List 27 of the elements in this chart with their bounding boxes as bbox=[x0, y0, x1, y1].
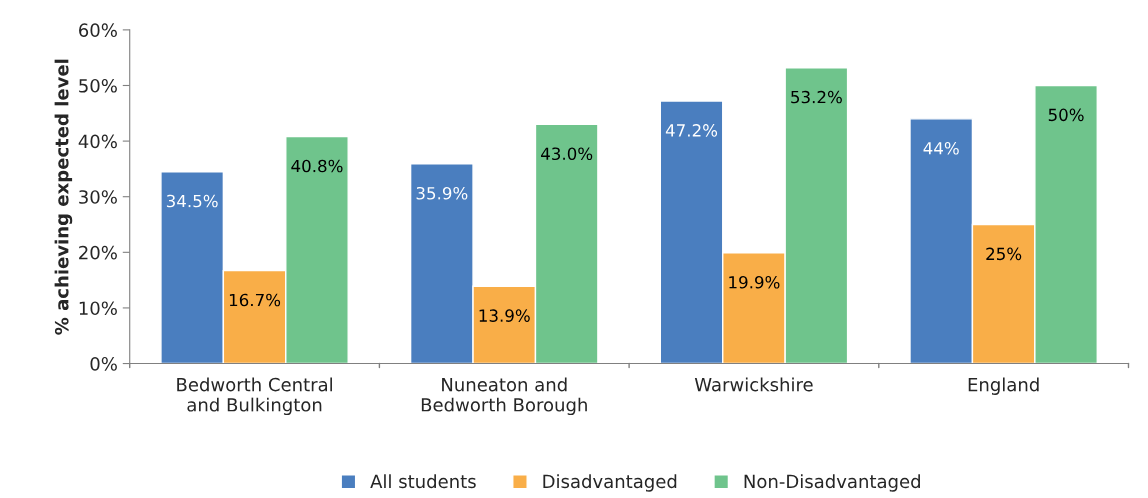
data-label: 50% bbox=[1048, 108, 1084, 122]
y-tick-label: 0% bbox=[90, 357, 117, 371]
y-tick-label: 60% bbox=[79, 23, 117, 37]
data-label: 53.2% bbox=[791, 90, 842, 104]
legend-label: Disadvantaged bbox=[543, 474, 677, 492]
x-tick-label: Warwickshire bbox=[694, 377, 813, 392]
x-tick-label: England bbox=[968, 377, 1039, 395]
data-label: 44% bbox=[923, 141, 959, 155]
data-label: 13.9% bbox=[479, 309, 530, 322]
y-tick-label: 20% bbox=[79, 245, 117, 260]
data-label: 40.8% bbox=[291, 159, 343, 173]
y-tick-label: 50% bbox=[79, 78, 117, 93]
data-label: 43.0% bbox=[541, 147, 593, 161]
y-axis-title: % achieving expected level bbox=[54, 59, 73, 335]
y-tick-label: 40% bbox=[78, 134, 117, 149]
data-label: 25% bbox=[986, 247, 1022, 261]
data-label: 16.7% bbox=[229, 293, 281, 307]
y-tick-label: 10% bbox=[79, 301, 117, 316]
data-label: 35.9% bbox=[416, 186, 468, 200]
x-tick-label: Bedworth Central and Bulkington bbox=[177, 377, 332, 416]
legend-label: Non-Disadvantaged bbox=[744, 474, 920, 492]
data-label: 34.5% bbox=[166, 194, 218, 208]
y-tick-label: 30% bbox=[79, 190, 117, 204]
data-label: 47.2% bbox=[665, 124, 718, 137]
x-tick-label: Nuneaton and Bedworth Borough bbox=[421, 377, 587, 416]
data-label: 19.9% bbox=[729, 275, 780, 289]
legend-label: All students bbox=[370, 474, 476, 489]
